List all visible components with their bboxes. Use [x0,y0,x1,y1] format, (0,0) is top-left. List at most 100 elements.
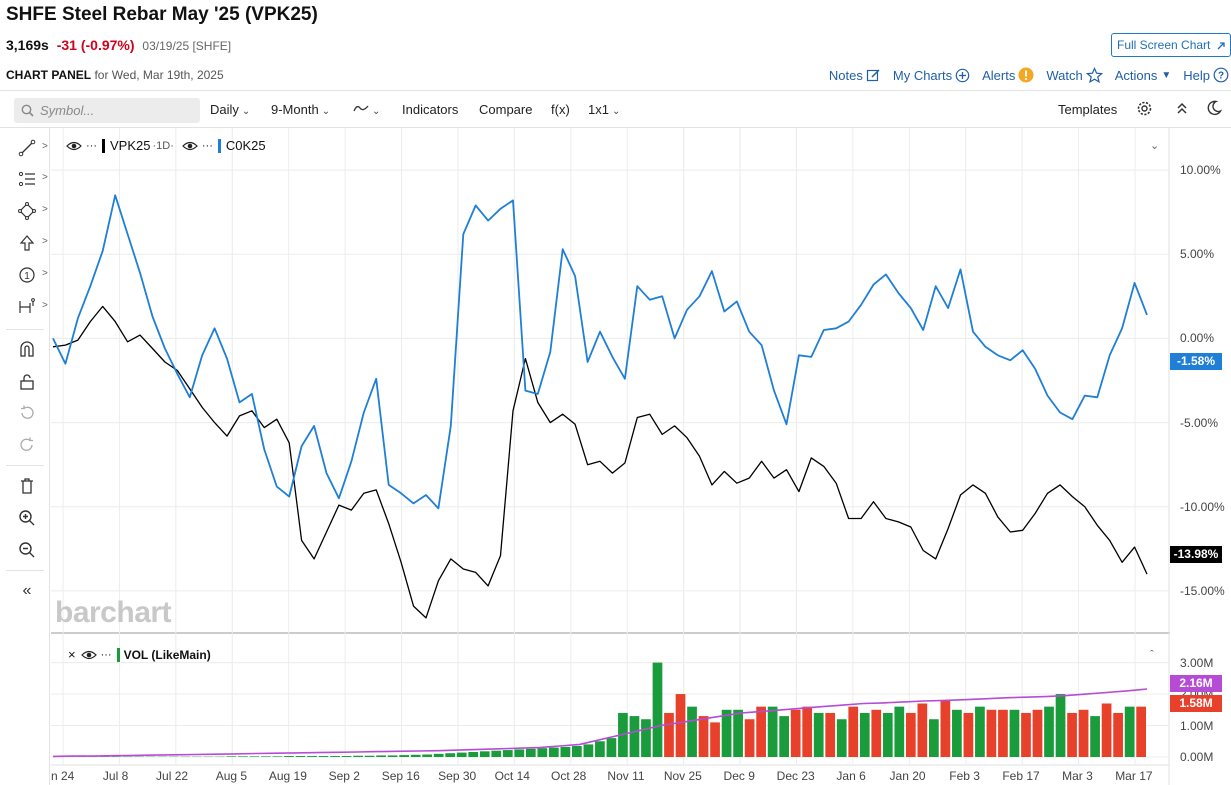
volume-bar [664,712,674,757]
volume-bar [802,706,813,757]
collapse-button[interactable] [1175,101,1189,118]
dark-mode-toggle[interactable] [1206,100,1223,119]
redo-button[interactable] [16,434,38,456]
eye-icon[interactable] [182,140,198,152]
trash-icon [21,478,33,494]
legend-more-icon[interactable]: ··· [201,139,213,152]
chevron-up-icon[interactable]: ˆ [1150,649,1154,661]
volume-bar [376,755,386,757]
eye-icon[interactable] [80,649,97,661]
time-axis-label: Nov 11 [607,769,645,783]
volume-bar [1078,709,1089,757]
volume-bar [491,750,502,757]
chevron-down-icon[interactable]: ⌄ [1150,140,1160,152]
arrow-tool[interactable]: > [16,232,48,254]
volume-bar [422,754,433,757]
close-icon[interactable]: × [68,647,76,662]
volume-bar [998,709,1008,757]
indicators-button[interactable]: Indicators [402,102,459,117]
compare-series-line [52,194,1148,510]
time-axis-label: Feb 17 [1002,769,1040,783]
zoom-out-button[interactable] [16,539,38,561]
volume-bar [767,706,778,757]
alerts-link[interactable]: Alerts [982,66,1034,84]
fib-icon [18,171,35,187]
shapes-tool[interactable]: > [16,200,48,222]
volume-bar [445,753,456,757]
volume-bar [249,756,260,757]
volume-bar [595,741,605,757]
time-axis-label: Nov 25 [663,769,702,783]
main-series-line [52,305,1148,619]
symbol-placeholder: Symbol... [40,103,95,118]
eye-icon[interactable] [66,140,82,152]
range-dropdown[interactable]: 9-Month ⌄ [271,102,330,117]
volume-bar [1101,703,1112,757]
zoom-in-button[interactable] [16,507,38,529]
time-axis-label: Dec 9 [723,769,755,783]
volume-avg-tag: 2.16M [1170,675,1222,692]
volume-axis-label: 1.00M [1180,718,1214,733]
volume-bar [1113,712,1123,757]
price-axis-label: -5.00% [1180,415,1219,430]
volume-bar [986,709,997,757]
alert-icon [1018,67,1034,83]
volume-bar [1009,709,1020,757]
notes-link[interactable]: Notes [829,66,881,84]
volume-bar [882,712,893,757]
lock-tool[interactable] [16,371,38,393]
compare-button[interactable]: Compare [479,102,533,117]
compare-legend-symbol: C0K25 [225,138,266,153]
time-axis-label: Oct 14 [494,769,530,783]
volume-bar [479,751,490,757]
shapes-icon [18,202,36,220]
watch-link[interactable]: Watch [1046,66,1103,84]
fx-button[interactable]: f(x) [551,102,570,117]
volume-bar [894,706,905,757]
trendline-tool[interactable]: > [16,137,48,159]
interval-label: Daily [210,102,239,117]
range-label: 9-Month [271,102,319,117]
volume-bar [537,748,548,757]
line-chart-icon [353,105,369,112]
my-charts-link[interactable]: My Charts [893,66,970,84]
volume-bar [859,712,870,757]
time-axis-label: Mar 17 [1115,769,1153,783]
volume-bar [687,706,697,757]
main-legend-interval: ·1D· [152,139,174,152]
symbol-search-input[interactable]: Symbol... [14,98,200,123]
volume-bar [387,755,398,757]
volume-bar [871,709,882,757]
quote-line: 3,169s -31 (-0.97%) 03/19/25 [SHFE] [6,37,231,53]
legend-more-icon[interactable]: ··· [86,139,97,152]
time-axis-label: Oct 28 [550,769,587,783]
volume-bar [848,706,859,757]
volume-bar [514,749,525,757]
interval-dropdown[interactable]: Daily ⌄ [210,102,250,117]
magnet-tool[interactable] [16,338,38,360]
price-axis-label: 0.00% [1180,331,1215,346]
barchart-logo: barchart [55,596,172,629]
settings-button[interactable] [1136,100,1153,120]
actions-menu[interactable]: Actions ▼ [1115,66,1172,84]
templates-button[interactable]: Templates [1058,102,1118,117]
annotation-tool[interactable]: 1 > [16,264,48,286]
volume-bar [318,756,329,757]
delete-button[interactable] [16,475,38,497]
undo-icon [21,405,34,419]
chart-type-dropdown[interactable]: ⌄ [353,102,380,117]
help-link[interactable]: Help ? [1183,66,1229,84]
volume-bar [779,716,790,757]
layout-dropdown[interactable]: 1x1 ⌄ [588,102,620,117]
volume-bar [905,712,916,757]
legend-more-icon[interactable]: ··· [100,648,112,661]
volume-bar [468,751,479,757]
undo-button[interactable] [16,402,38,424]
quote-meta: 03/19/25 [SHFE] [142,39,232,53]
fib-tool[interactable]: > [16,168,48,190]
collapse-toolbar-button[interactable]: « [16,580,38,602]
volume-bar [226,756,237,757]
main-legend: ··· VPK25 ·1D· ··· C0K25 [66,138,266,153]
measure-tool[interactable]: > [16,296,48,318]
full-screen-chart-button[interactable]: Full Screen Chart [1111,33,1231,57]
